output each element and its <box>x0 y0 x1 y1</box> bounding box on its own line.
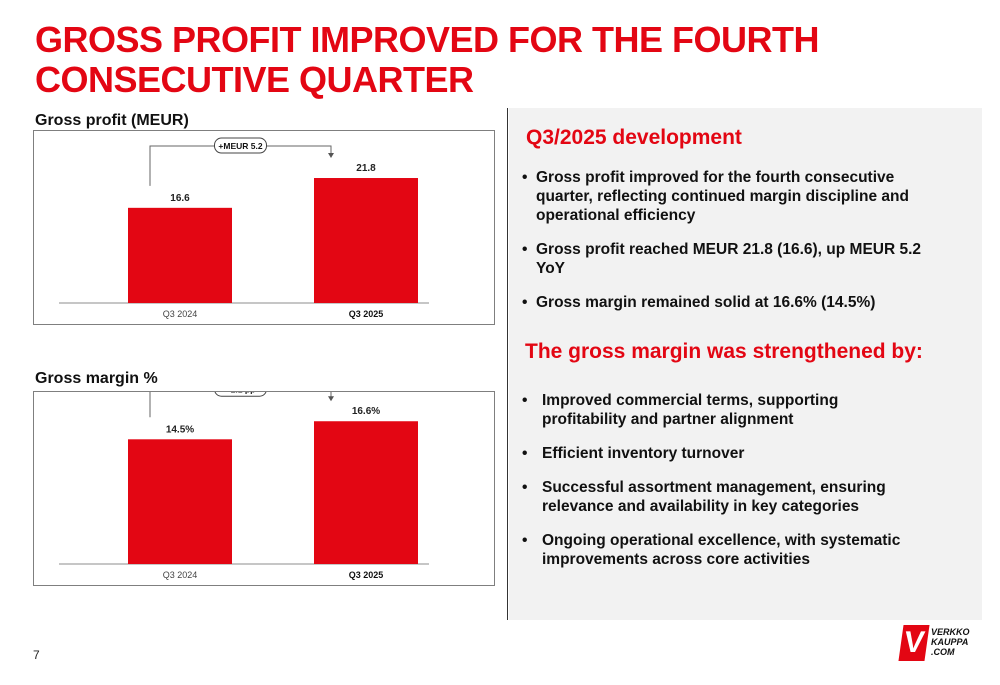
development-panel: Q3/2025 development Gross profit improve… <box>509 108 982 620</box>
delta-badge <box>214 392 267 397</box>
logo-line: VERKKO <box>931 627 970 637</box>
panel-heading-development: Q3/2025 development <box>526 126 742 149</box>
delta-bracket <box>149 392 332 418</box>
data-label: 16.6% <box>352 406 380 417</box>
page-title: GROSS PROFIT IMPROVED FOR THE FOURTH CON… <box>35 19 820 100</box>
delta-badge <box>214 137 267 154</box>
gross-margin-chart-svg: 14.5% Q3 2024 16.6% Q3 2025 +2.1 pp <box>59 392 429 580</box>
arrow-down-icon <box>328 396 334 402</box>
data-label: 16.6 <box>170 193 190 204</box>
list-item: Ongoing operational excellence, with sys… <box>522 531 922 569</box>
delta-label: +2.1 pp <box>226 392 256 394</box>
list-item: Gross margin remained solid at 16.6% (14… <box>522 293 942 312</box>
vertical-divider <box>507 108 508 620</box>
bar-q3-2025 <box>314 178 418 303</box>
development-bullet-list: Gross profit improved for the fourth con… <box>522 168 942 312</box>
strengthened-bullet-list: Improved commercial terms, supporting pr… <box>522 391 922 569</box>
chart-title-gross-profit: Gross profit (MEUR) <box>35 112 189 129</box>
category-tick-label: Q3 2025 <box>349 309 384 319</box>
bar-q3-2025 <box>314 421 418 564</box>
verkkokauppa-logo: V VERKKO KAUPPA .COM <box>898 625 971 665</box>
logo-wordmark: VERKKO KAUPPA .COM <box>931 627 970 657</box>
category-tick-label: Q3 2025 <box>349 570 384 580</box>
page-number: 7 <box>33 648 40 662</box>
panel-heading-strengthened: The gross margin was strengthened by: <box>525 340 923 363</box>
gross-profit-chart-svg: 16.6 Q3 2024 21.8 Q3 2025 +MEUR 5.2 <box>59 137 429 319</box>
list-item: Gross profit improved for the fourth con… <box>522 168 942 225</box>
category-tick-label: Q3 2024 <box>163 309 198 319</box>
category-tick-label: Q3 2024 <box>163 570 198 580</box>
list-item: Successful assortment management, ensuri… <box>522 478 922 516</box>
chart-title-gross-margin: Gross margin % <box>35 370 158 387</box>
bar-q3-2024 <box>128 439 232 564</box>
list-item: Improved commercial terms, supporting pr… <box>522 391 922 429</box>
list-item: Efficient inventory turnover <box>522 444 922 463</box>
logo-mark: V <box>898 625 930 661</box>
data-label: 21.8 <box>356 163 376 174</box>
gross-margin-chart: 14.5% Q3 2024 16.6% Q3 2025 +2.1 pp <box>33 391 495 586</box>
delta-label: +MEUR 5.2 <box>218 141 262 151</box>
gross-profit-chart: 16.6 Q3 2024 21.8 Q3 2025 +MEUR 5.2 <box>33 130 495 325</box>
arrow-down-icon <box>328 153 334 159</box>
logo-line: KAUPPA <box>931 637 969 647</box>
data-label: 14.5% <box>166 424 194 435</box>
logo-line: .COM <box>931 647 955 657</box>
bar-q3-2024 <box>128 207 232 303</box>
list-item: Gross profit reached MEUR 21.8 (16.6), u… <box>522 240 942 278</box>
